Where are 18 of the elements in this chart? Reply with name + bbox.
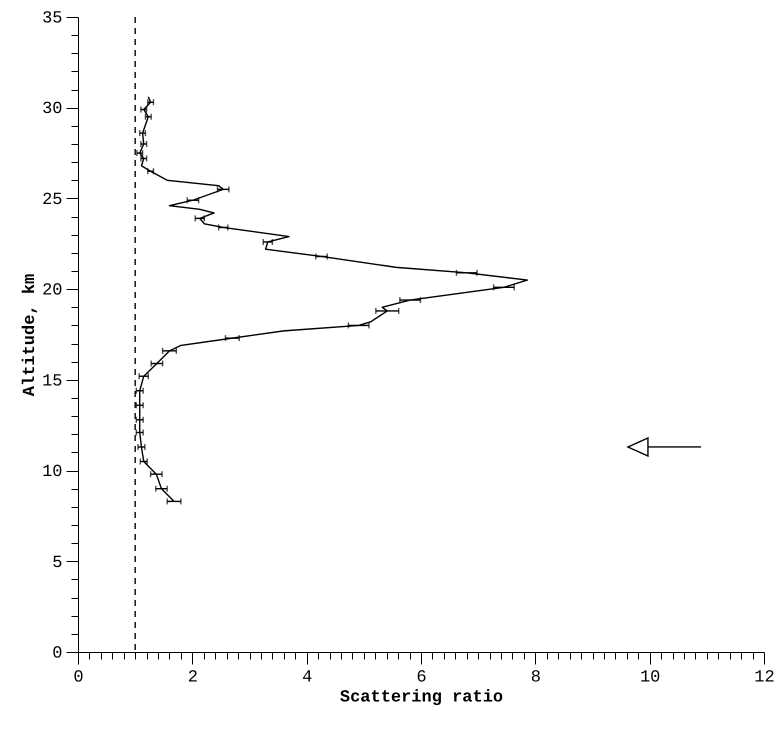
y-tick-label: 0 (52, 644, 62, 664)
y-tick-label: 10 (42, 463, 62, 482)
x-tick-label: 8 (530, 668, 541, 688)
line-series (139, 96, 528, 502)
x-tick-label: 2 (188, 668, 198, 688)
x-tick-label: 4 (302, 668, 312, 688)
y-axis-title: Altitude, km (21, 274, 40, 396)
x-tick-label: 10 (640, 668, 660, 688)
y-tick-label: 5 (52, 554, 62, 573)
x-axis-title: Scattering ratio (340, 688, 504, 708)
y-tick-label: 20 (42, 282, 62, 301)
y-tick-label: 25 (42, 190, 62, 210)
y-tick-label: 15 (42, 372, 62, 392)
x-tick-label: 0 (73, 668, 84, 688)
x-tick-label: 12 (754, 668, 775, 688)
y-tick-label: 30 (42, 100, 62, 120)
x-tick-label: 6 (416, 668, 427, 688)
y-tick-label: 35 (42, 10, 62, 28)
